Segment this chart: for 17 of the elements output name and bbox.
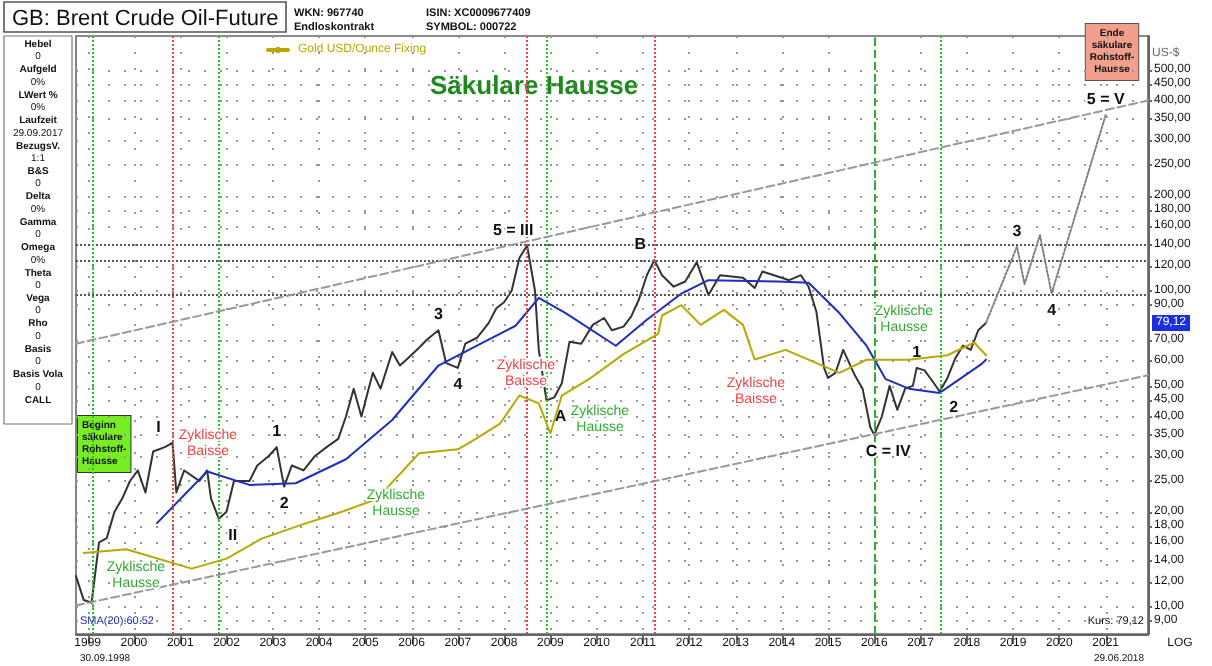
text: Säkulare Hausse — [430, 70, 639, 100]
annotation: 3 — [1012, 221, 1023, 240]
annotation: 1 — [912, 342, 923, 361]
annotation: II — [228, 525, 238, 544]
annotation: 1 — [272, 422, 283, 441]
annotation: 2 — [949, 398, 960, 417]
annotation: 5 = III — [492, 220, 534, 239]
annotation: 2 — [279, 493, 290, 512]
annotation: B — [634, 235, 647, 254]
annotation: C = IV — [865, 441, 913, 460]
annotation: 4 — [1047, 300, 1058, 319]
annotation: 4 — [453, 374, 464, 393]
annotation: 3 — [433, 305, 444, 324]
annotation: I — [156, 417, 161, 436]
chart-title: GB: Brent Crude Oil-Future — [12, 7, 279, 31]
annotation: A — [554, 407, 567, 426]
annotation: 5 = V — [1086, 89, 1126, 108]
